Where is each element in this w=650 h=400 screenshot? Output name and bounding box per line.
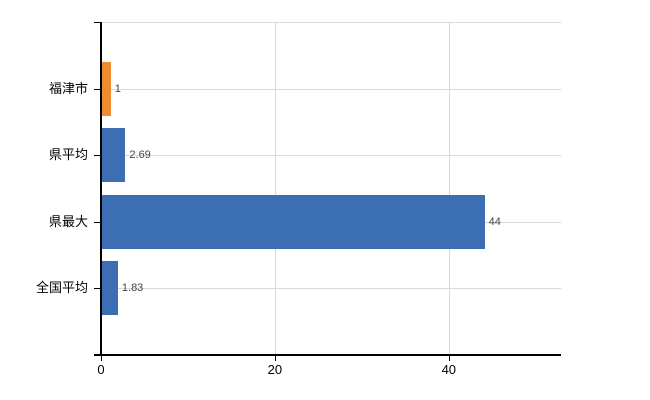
y-axis-tick [94, 88, 101, 90]
category-label: 全国平均 [35, 280, 88, 296]
y-axis-tick [94, 22, 101, 23]
bar-4 [102, 261, 118, 316]
value-label: 1.83 [121, 282, 144, 295]
y-axis-tick [94, 288, 101, 290]
bar-1 [102, 61, 111, 116]
y-axis-line [100, 22, 102, 356]
horizontal-gridline [101, 88, 561, 90]
x-axis-tick [274, 356, 276, 361]
value-label: 44 [488, 215, 501, 228]
bar-3 [102, 194, 485, 249]
vertical-gridline [274, 22, 276, 355]
x-axis-line [94, 354, 561, 356]
category-label: 県平均 [48, 147, 88, 163]
x-tick-label: 0 [97, 362, 105, 377]
category-label: 福津市 [48, 80, 88, 96]
value-label: 2.69 [129, 149, 151, 162]
category-label: 県最大 [48, 213, 88, 229]
bar-2 [102, 128, 126, 183]
y-axis-tick [94, 221, 101, 223]
vertical-gridline [448, 22, 450, 355]
value-label: 1 [114, 82, 121, 95]
y-axis-tick [94, 155, 101, 157]
x-tick-label: 20 [267, 362, 283, 377]
horizontal-gridline [101, 155, 561, 157]
x-axis-tick [448, 356, 450, 361]
horizontal-gridline [101, 288, 561, 290]
x-tick-label: 40 [441, 362, 457, 377]
horizontal-gridline [101, 22, 561, 23]
x-axis-tick [101, 356, 102, 361]
